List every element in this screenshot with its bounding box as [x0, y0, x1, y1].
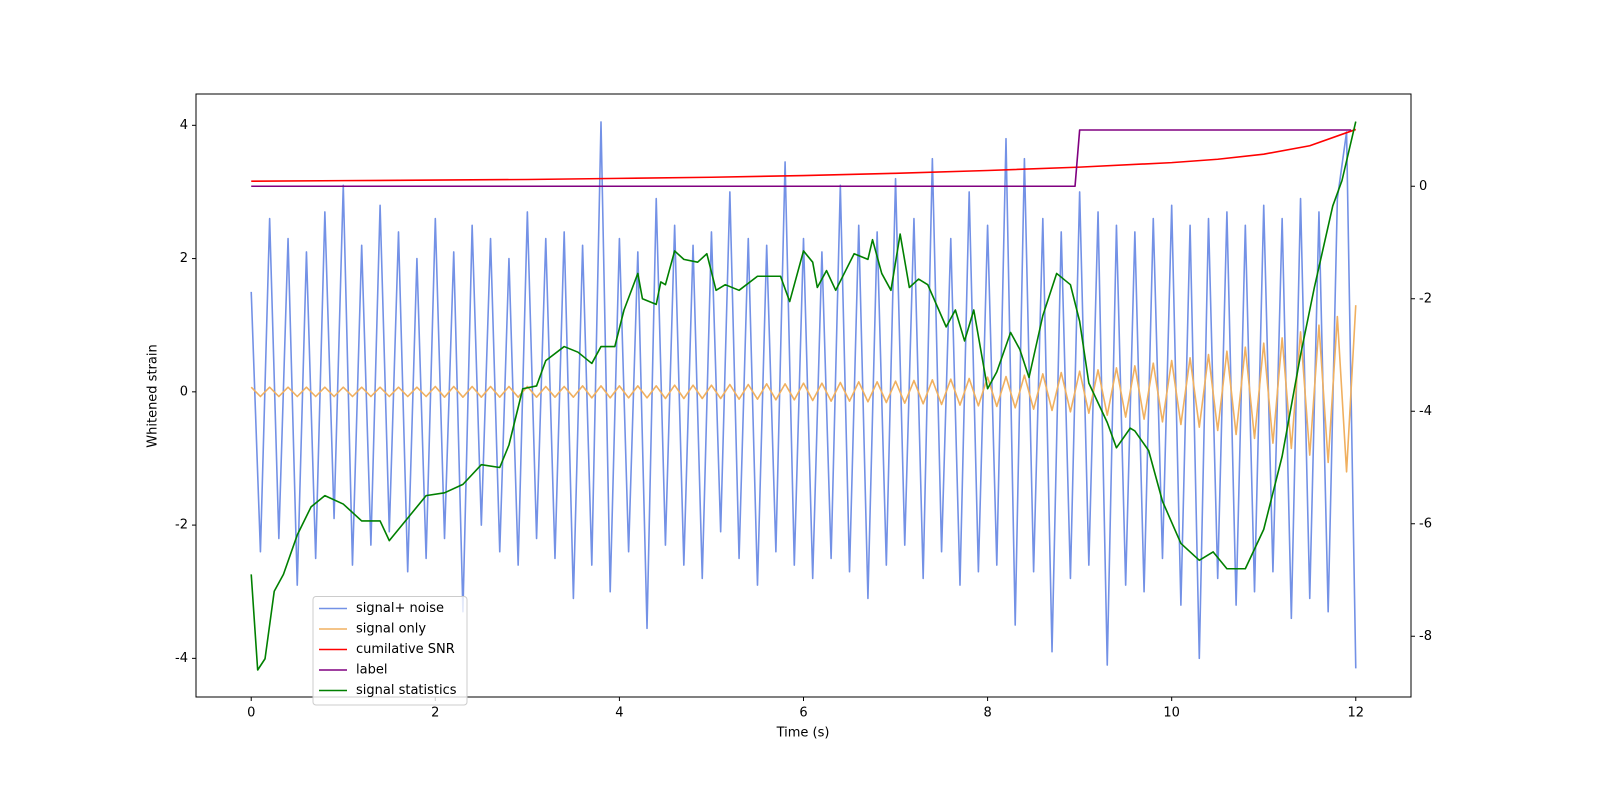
- x-tick-label: 12: [1347, 706, 1364, 721]
- x-tick-label: 0: [247, 706, 255, 721]
- y2-tick-label: 0: [1419, 179, 1427, 194]
- series-line: [250, 121, 1357, 669]
- y2-tick-label: -8: [1419, 629, 1432, 644]
- y-tick-label: -4: [175, 651, 188, 666]
- y2-tick-label: -6: [1419, 516, 1432, 531]
- x-tick-label: 4: [615, 706, 623, 721]
- y-tick-label: 2: [180, 251, 188, 266]
- series-line: [251, 128, 1357, 182]
- x-tick-label: 2: [431, 706, 439, 721]
- legend-label: label: [356, 663, 387, 678]
- x-tick-label: 10: [1163, 706, 1180, 721]
- series-line: [250, 121, 1357, 671]
- legend-label: signal only: [356, 622, 426, 637]
- y2-tick-label: -4: [1419, 404, 1432, 419]
- legend-label: signal statistics: [356, 683, 457, 698]
- legend-label: signal+ noise: [356, 601, 444, 616]
- legend-label: cumilative SNR: [356, 642, 455, 657]
- x-tick-label: 8: [983, 706, 991, 721]
- series-line: [250, 305, 1357, 473]
- plot-area: [250, 121, 1357, 671]
- y-axis-label: Whitened strain: [146, 344, 161, 447]
- y-tick-label: 0: [180, 384, 188, 399]
- series-line: [251, 129, 1352, 188]
- y-tick-label: -2: [175, 518, 188, 533]
- legend: signal+ noise signal only cumilative SNR la…: [312, 596, 468, 706]
- x-axis-label: Time (s): [776, 726, 830, 741]
- y-tick-label: 4: [180, 118, 188, 133]
- legend-box: [312, 596, 468, 706]
- y2-tick-label: -2: [1419, 291, 1432, 306]
- x-tick-label: 6: [799, 706, 807, 721]
